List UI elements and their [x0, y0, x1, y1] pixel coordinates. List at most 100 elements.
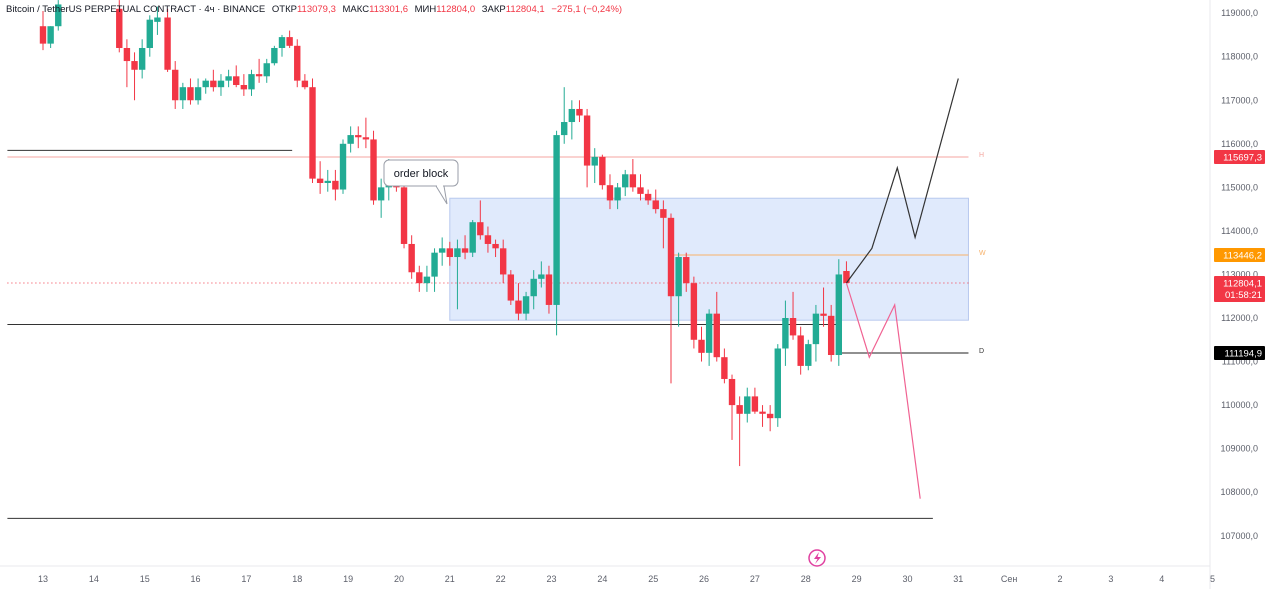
x-tick-label: 16 — [191, 574, 201, 584]
order-block-zone-layer — [449, 197, 969, 321]
candle — [423, 265, 431, 292]
candle — [438, 237, 446, 266]
candle — [576, 100, 583, 123]
high-label: МАКС — [342, 4, 370, 15]
lightning-icon[interactable] — [808, 549, 826, 567]
y-tick-label: 109000,0 — [1220, 444, 1258, 454]
bearish-projection-path — [845, 282, 921, 499]
candle — [377, 178, 385, 218]
candle — [667, 213, 675, 384]
y-tick-label: 119000,0 — [1221, 8, 1258, 18]
y-tick-label: 112000,0 — [1221, 313, 1258, 323]
candle — [194, 78, 202, 105]
x-tick-label: 3 — [1108, 574, 1113, 584]
candle — [492, 239, 499, 258]
bullish-projection-path — [845, 78, 959, 284]
price-tag-d: 111194,9 — [1214, 346, 1265, 361]
candle — [408, 235, 415, 279]
candle — [179, 82, 187, 109]
candle — [202, 78, 209, 94]
candle — [55, 0, 62, 31]
candle — [774, 344, 781, 427]
candle — [827, 304, 835, 362]
candle — [789, 291, 797, 340]
x-tick-label: 2 — [1057, 574, 1062, 584]
candle — [217, 74, 225, 96]
x-tick-label: 14 — [89, 574, 99, 584]
low-label: МИН — [414, 4, 437, 15]
candle — [477, 200, 484, 240]
svg-text:112804,1: 112804,1 — [1223, 278, 1262, 289]
x-tick-label: 4 — [1159, 574, 1164, 584]
y-tick-label: 113000,0 — [1221, 269, 1258, 279]
candle — [553, 130, 560, 336]
candle — [469, 220, 476, 258]
candle — [713, 291, 720, 362]
candle — [568, 100, 576, 140]
y-tick-label: 116000,0 — [1221, 139, 1258, 149]
candle — [530, 270, 537, 310]
candle — [652, 189, 659, 214]
candle — [545, 265, 553, 314]
candle — [820, 287, 827, 327]
x-tick-label: Сен — [1001, 574, 1018, 584]
y-tick-label: 111000,0 — [1222, 357, 1258, 367]
candle — [324, 169, 331, 192]
candle — [172, 61, 179, 109]
candle — [138, 39, 146, 79]
candle — [187, 78, 194, 105]
svg-text:111194,9: 111194,9 — [1224, 349, 1262, 360]
candle — [294, 39, 301, 88]
y-tick-label: 118000,0 — [1221, 52, 1258, 62]
candle — [431, 248, 438, 292]
candle — [805, 339, 812, 371]
order-block-callout: order block — [383, 159, 459, 205]
candle — [271, 45, 278, 66]
candle — [797, 326, 804, 375]
y-axis-layer: 107000,0 108000,0 109000,0 110000,0 111000,0… — [1220, 8, 1258, 541]
candle — [759, 405, 766, 427]
candle — [561, 87, 568, 144]
order-block-zone — [449, 197, 969, 321]
close-label: ЗАКР — [481, 4, 506, 15]
x-tick-label: 19 — [343, 574, 353, 584]
candle — [637, 174, 644, 201]
candle — [812, 304, 820, 362]
candle — [278, 34, 286, 57]
candle — [164, 8, 171, 72]
candle — [240, 74, 248, 96]
candle — [355, 126, 362, 149]
x-tick-label: 21 — [445, 574, 455, 584]
candle — [622, 169, 629, 197]
level-h-marker: H — [979, 152, 984, 159]
candle — [782, 300, 789, 366]
candle — [591, 148, 598, 183]
x-tick-label: 25 — [648, 574, 658, 584]
change-value: −275,1 (−0,24%) — [551, 4, 623, 15]
candle — [316, 161, 324, 194]
candle — [332, 169, 339, 201]
candle — [210, 69, 217, 92]
symbol-header: Bitcoin / TetherUS PERPETUAL CONTRACT · … — [6, 4, 622, 15]
candle — [370, 130, 377, 205]
candles-layer — [39, 0, 850, 467]
candle — [522, 291, 530, 321]
y-tick-label: 117000,0 — [1221, 95, 1258, 105]
x-tick-label: 26 — [699, 574, 709, 584]
candle — [233, 65, 240, 88]
candle — [454, 239, 461, 310]
candle — [416, 265, 423, 292]
candle — [583, 108, 591, 188]
x-axis-layer: 13 14 15 16 17 18 19 20 21 22 23 24 25 26 27 28 29 30 31 Се… — [38, 574, 1215, 584]
x-tick-label: 23 — [546, 574, 556, 584]
candle — [507, 270, 515, 305]
x-tick-label: 18 — [292, 574, 302, 584]
x-tick-label: 17 — [241, 574, 251, 584]
x-tick-label: 5 — [1210, 574, 1215, 584]
candle — [683, 252, 690, 292]
candle — [146, 15, 153, 57]
y-tick-label: 107000,0 — [1220, 531, 1258, 541]
candle — [123, 39, 131, 88]
